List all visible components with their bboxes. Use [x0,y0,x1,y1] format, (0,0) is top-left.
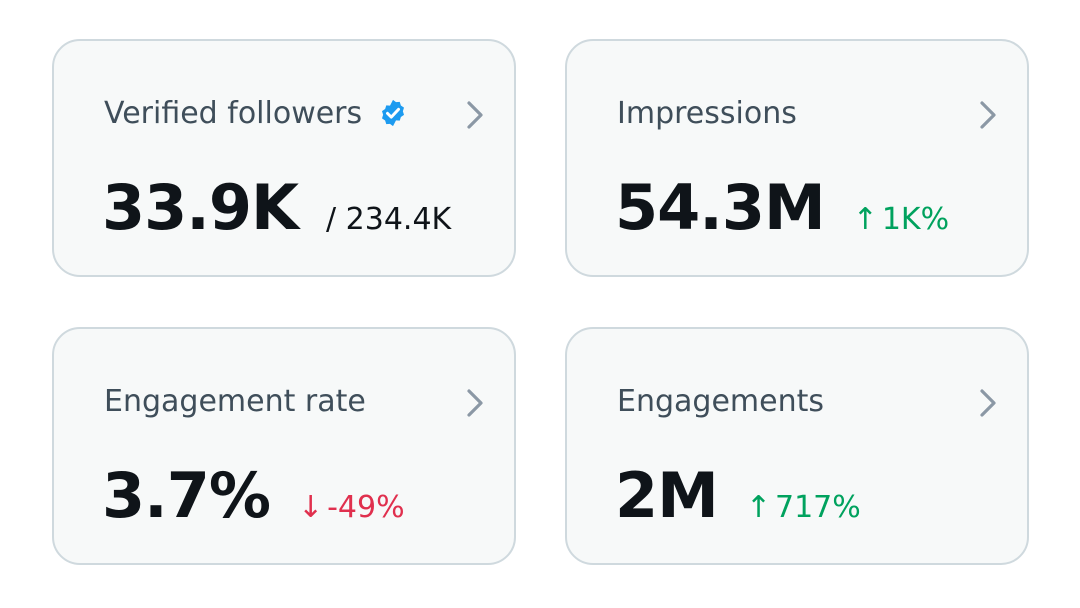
metric-value: 33.9K [102,171,299,244]
delta-value: -49% [327,490,405,525]
metric-delta: ↑ 717% [746,490,861,525]
arrow-up-icon: ↑ [852,202,878,237]
card-title: Engagement rate [104,381,366,421]
metric-value: 54.3M [615,171,826,244]
card-title-label: Verified followers [104,95,363,131]
engagement-rate-card[interactable]: Engagement rate 3.7% ↓ -49% [52,327,516,565]
card-title: Verified followers [104,93,408,133]
metric-total: / 234.4K [326,202,452,237]
impressions-card[interactable]: Impressions 54.3M ↑ 1K% [565,39,1029,277]
metric-value-row: 33.9K / 234.4K [102,171,451,245]
chevron-right-icon[interactable] [977,387,999,419]
chevron-right-icon[interactable] [977,99,999,131]
metric-value: 2M [615,459,719,532]
card-title: Engagements [617,381,824,421]
arrow-down-icon: ↓ [297,490,324,525]
verified-followers-card[interactable]: Verified followers 33.9K / 234.4K [52,39,516,277]
arrow-up-icon: ↑ [745,490,771,525]
metric-value-row: 54.3M ↑ 1K% [615,171,949,245]
metric-value: 3.7% [102,459,271,532]
chevron-right-icon[interactable] [464,99,486,131]
verified-badge-icon [382,99,405,127]
metric-value-row: 2M ↑ 717% [615,459,861,533]
delta-value: 717% [774,490,861,525]
metric-value-row: 3.7% ↓ -49% [102,459,405,533]
engagements-card[interactable]: Engagements 2M ↑ 717% [565,327,1029,565]
metric-delta: ↓ -49% [298,490,405,525]
card-title-label: Engagements [617,383,824,419]
card-title-label: Engagement rate [104,383,366,419]
card-title-label: Impressions [617,95,797,131]
metric-delta: ↑ 1K% [853,202,949,237]
chevron-right-icon[interactable] [464,387,486,419]
card-title: Impressions [617,93,797,133]
delta-value: 1K% [881,202,950,237]
